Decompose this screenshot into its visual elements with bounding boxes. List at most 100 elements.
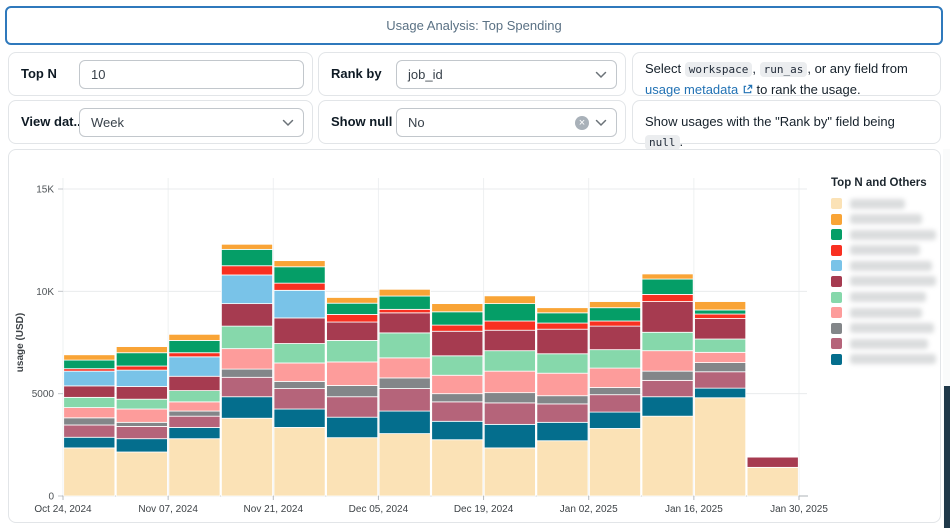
bar-segment[interactable] [483,350,536,372]
bar-segment[interactable] [168,401,221,412]
bar-segment[interactable] [694,313,747,319]
bar-segment[interactable] [63,385,116,398]
bar-segment[interactable] [431,393,484,403]
bar-segment[interactable] [221,248,273,267]
bar-segment[interactable] [115,352,168,367]
bar-segment[interactable] [273,266,326,284]
bar-segment[interactable] [221,417,273,497]
bar-segment[interactable] [378,388,431,412]
bar-segment[interactable] [694,397,747,497]
bar-segment[interactable] [221,396,273,419]
bar-segment[interactable] [694,387,747,399]
bar-segment[interactable] [431,355,484,376]
bar-segment[interactable] [115,369,168,387]
bar-segment[interactable] [378,308,431,314]
bar-segment[interactable] [431,330,484,357]
bar-segment[interactable] [641,415,694,497]
bar-segment[interactable] [589,307,641,322]
bar-segment[interactable] [378,312,431,334]
legend-item[interactable] [831,307,936,319]
bar-segment[interactable] [63,407,116,419]
bar-segment[interactable] [221,348,273,370]
bar-segment[interactable] [589,367,641,388]
bar-segment[interactable] [168,390,221,403]
bar-segment[interactable] [63,396,116,408]
bar-segment[interactable] [273,317,326,344]
show-null-select[interactable]: No × [396,108,617,137]
bar-segment[interactable] [168,438,221,497]
legend-item[interactable] [831,338,936,350]
bar-segment[interactable] [115,438,168,453]
bar-segment[interactable] [483,423,536,449]
bar-segment[interactable] [431,420,484,441]
bar-segment[interactable] [221,274,273,305]
bar-segment[interactable] [589,301,641,309]
clear-selection-icon[interactable]: × [575,115,589,130]
bar-segment[interactable] [483,329,536,352]
bar-segment[interactable] [63,436,116,449]
bar-segment[interactable] [694,371,747,389]
bar-segment[interactable] [168,375,221,391]
bar-segment[interactable] [431,401,484,422]
bar-segment[interactable] [431,311,484,326]
bar-segment[interactable] [273,289,326,319]
bar-segment[interactable] [63,417,116,426]
legend-item[interactable] [831,322,936,334]
bar-segment[interactable] [168,356,221,377]
bar-segment[interactable] [326,302,379,315]
bar-segment[interactable] [641,331,694,352]
bar-segment[interactable] [326,361,379,386]
legend-item[interactable] [831,291,936,303]
bar-segment[interactable] [694,309,747,315]
usage-metadata-link[interactable]: usage metadata [645,82,753,97]
scrollbar-thumb[interactable] [944,386,950,528]
bar-segment[interactable] [326,340,379,363]
bar-segment[interactable] [589,428,641,497]
bar-segment[interactable] [168,333,221,341]
bar-segment[interactable] [483,392,536,404]
bar-segment[interactable] [536,307,589,314]
bar-segment[interactable] [641,350,694,372]
bar-segment[interactable] [378,357,431,379]
bar-segment[interactable] [273,282,326,291]
legend-item[interactable] [831,244,936,256]
bar-segment[interactable] [536,372,589,397]
bar-segment[interactable] [115,386,168,400]
bar-segment[interactable] [168,352,221,358]
bar-segment[interactable] [536,421,589,442]
bar-segment[interactable] [63,359,116,370]
bar-segment[interactable] [483,402,536,425]
bar-segment[interactable] [115,346,168,354]
bar-segment[interactable] [168,415,221,428]
top-n-input[interactable] [79,60,304,89]
bar-segment[interactable] [536,440,589,497]
bar-segment[interactable] [221,265,273,276]
bar-segment[interactable] [115,426,168,440]
bar-segment[interactable] [589,394,641,413]
bar-segment[interactable] [115,451,168,497]
bar-segment[interactable] [378,410,431,434]
bar-segment[interactable] [273,380,326,389]
bar-segment[interactable] [589,320,641,327]
bar-segment[interactable] [115,398,168,410]
bar-segment[interactable] [536,353,589,374]
bar-segment[interactable] [483,320,536,331]
bar-segment[interactable] [221,368,273,378]
bar-segment[interactable] [63,424,116,438]
bar-segment[interactable] [378,433,431,497]
bar-segment[interactable] [168,427,221,440]
bar-segment[interactable] [221,303,273,327]
bar-segment[interactable] [641,294,694,302]
legend-item[interactable] [831,229,936,241]
bar-segment[interactable] [273,260,326,268]
bar-segment[interactable] [641,273,694,280]
bar-segment[interactable] [273,388,326,410]
bar-segment[interactable] [221,325,273,350]
bar-segment[interactable] [115,365,168,371]
bar-segment[interactable] [536,328,589,355]
legend-item[interactable] [831,260,936,272]
bar-segment[interactable] [536,322,589,330]
bar-segment[interactable] [378,377,431,389]
bar-segment[interactable] [378,332,431,359]
scrollbar-track[interactable] [943,149,950,528]
